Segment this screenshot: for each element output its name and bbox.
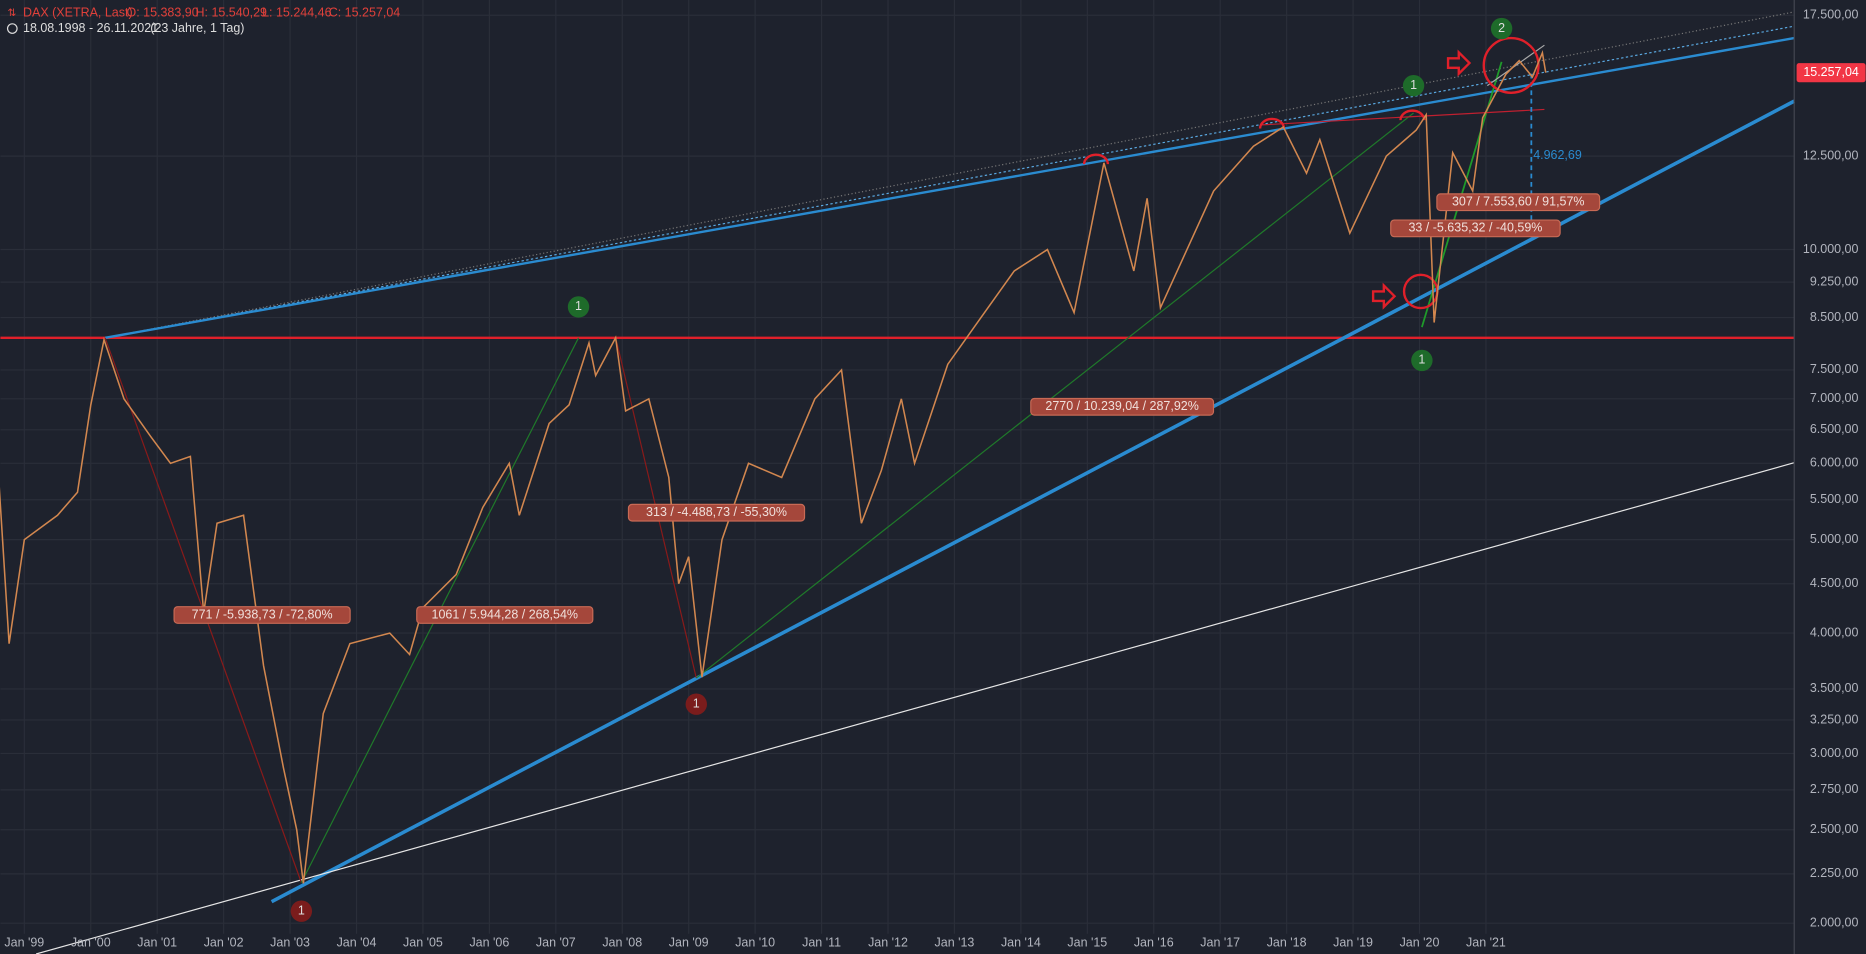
ohlc-low: L: 15.244,46 (262, 5, 331, 19)
peak-arc (1258, 117, 1286, 129)
wave-marker (685, 693, 707, 715)
annotation: 313 / -4.488,73 / -55,30% (646, 505, 787, 519)
x-tick-label: Jan '15 (1067, 936, 1107, 950)
annotation: 2770 / 10.239,04 / 287,92% (1045, 399, 1198, 413)
y-tick-label: 12.500,00 (1803, 148, 1859, 162)
last-price-tag (1796, 63, 1866, 83)
x-tick-label: Jan '03 (270, 936, 310, 950)
arrow (1371, 282, 1397, 310)
x-tick-label: Jan '05 (403, 936, 443, 950)
y-tick-label: 10.000,00 (1803, 242, 1859, 256)
x-tick-label: Jan '16 (1134, 936, 1174, 950)
wave-marker (1490, 17, 1513, 40)
last-price-label: 15.257,04 (1803, 65, 1859, 79)
x-tick-label: Jan '08 (602, 936, 642, 950)
y-tick-label: 2.500,00 (1810, 822, 1859, 836)
trend-line (104, 25, 1795, 339)
peak-arc (1082, 153, 1110, 165)
wave-marker (290, 900, 313, 922)
x-tick-label: Jan '06 (469, 936, 509, 950)
highlight-circle (1482, 36, 1540, 94)
date-range: 18.08.1998 - 26.11.2021 (23, 21, 158, 35)
wave-marker (1402, 74, 1425, 97)
y-tick-label: 7.500,00 (1810, 362, 1859, 376)
annotation: 33 / -5.635,32 / -40,59% (1408, 221, 1542, 235)
annotation: 1061 / 5.944,28 / 268,54% (432, 607, 578, 621)
y-tick-label: 17.500,00 (1803, 8, 1859, 22)
trend-line (104, 11, 1795, 339)
y-tick-label: 6.500,00 (1810, 422, 1859, 436)
y-tick-label: 4.500,00 (1810, 576, 1859, 590)
annotation: 771 / -5.938,73 / -72,80% (192, 607, 333, 621)
wave-label: 2 (1498, 21, 1505, 35)
y-tick-label: 8.500,00 (1810, 310, 1859, 324)
x-tick-label: Jan '19 (1333, 936, 1373, 950)
x-tick-label: Jan '13 (935, 936, 975, 950)
clock-icon (6, 23, 18, 34)
x-tick-label: Jan '00 (71, 936, 111, 950)
x-tick-label: Jan '01 (137, 936, 177, 950)
y-tick-label: 3.000,00 (1810, 746, 1859, 760)
y-tick-label: 6.000,00 (1810, 456, 1859, 470)
plot (0, 50, 1547, 884)
x-tick-label: Jan '21 (1466, 936, 1506, 950)
wave-label: 1 (1418, 353, 1425, 367)
y-tick-label: 2.250,00 (1810, 866, 1859, 880)
annotation-box (173, 606, 351, 624)
annotation-box (1030, 397, 1215, 416)
wave-marker (567, 296, 590, 318)
symbol-icon: ⇅ (8, 7, 17, 19)
y-tick-label: 9.250,00 (1810, 274, 1859, 288)
x-tick-label: Jan '09 (669, 936, 709, 950)
x-tick-label: Jan '20 (1400, 936, 1440, 950)
y-tick-label: 5.500,00 (1810, 492, 1859, 506)
symbol: DAX (XETRA, Last) (23, 5, 133, 19)
ohlc-open: O: 15.383,90 (127, 5, 199, 19)
trend-line (35, 462, 1795, 954)
ohlc-high: H: 15.540,29 (195, 5, 267, 19)
annotation: 307 / 7.553,60 / 91,57% (1452, 195, 1585, 209)
y-tick-label: 3.500,00 (1810, 681, 1859, 695)
wave-label: 1 (693, 696, 700, 710)
x-tick-label: Jan '10 (735, 936, 775, 950)
x-tick-label: Jan '18 (1267, 936, 1307, 950)
arrow (1446, 49, 1472, 77)
annotations: 771 / -5.938,73 / -72,80% 1061 / 5.944,28… (173, 17, 1601, 922)
y-tick-label: 3.250,00 (1810, 712, 1859, 726)
date-span: (23 Jahre, 1 Tag) (150, 21, 244, 35)
price-line (0, 50, 1547, 884)
x-tick-label: Jan '11 (802, 936, 841, 950)
x-tick-label: Jan '14 (1001, 936, 1041, 950)
trend-line (1261, 108, 1545, 126)
trend-line (695, 112, 1414, 679)
peak-arc (1399, 109, 1426, 121)
x-tick-label: Jan '07 (536, 936, 576, 950)
x-tick-label: Jan '04 (337, 936, 377, 950)
x-tick-label: Jan '99 (4, 936, 44, 950)
wave-label: 1 (298, 903, 305, 917)
x-tick-label: Jan '12 (868, 936, 908, 950)
wave-label: 1 (575, 299, 582, 313)
grid (0, 0, 1795, 934)
x-tick-label: Jan '02 (204, 936, 244, 950)
wave-label: 1 (1410, 78, 1417, 92)
annotation-box (627, 503, 806, 522)
annotation: 4.962,69 (1533, 148, 1582, 162)
ohlc-close: C: 15.257,04 (329, 5, 401, 19)
annotation-box (1436, 193, 1601, 212)
y-tick-label: 4.000,00 (1810, 625, 1859, 639)
x-tick-label: Jan '17 (1200, 936, 1240, 950)
trend-line (104, 36, 1795, 339)
y-tick-label: 2.750,00 (1810, 782, 1859, 796)
annotation-box (416, 606, 594, 624)
annotation-box (1390, 219, 1561, 238)
wave-marker (1411, 349, 1433, 372)
y-tick-label: 7.000,00 (1810, 391, 1859, 405)
y-tick-label: 2.000,00 (1810, 915, 1859, 929)
y-tick-label: 5.000,00 (1810, 532, 1859, 546)
